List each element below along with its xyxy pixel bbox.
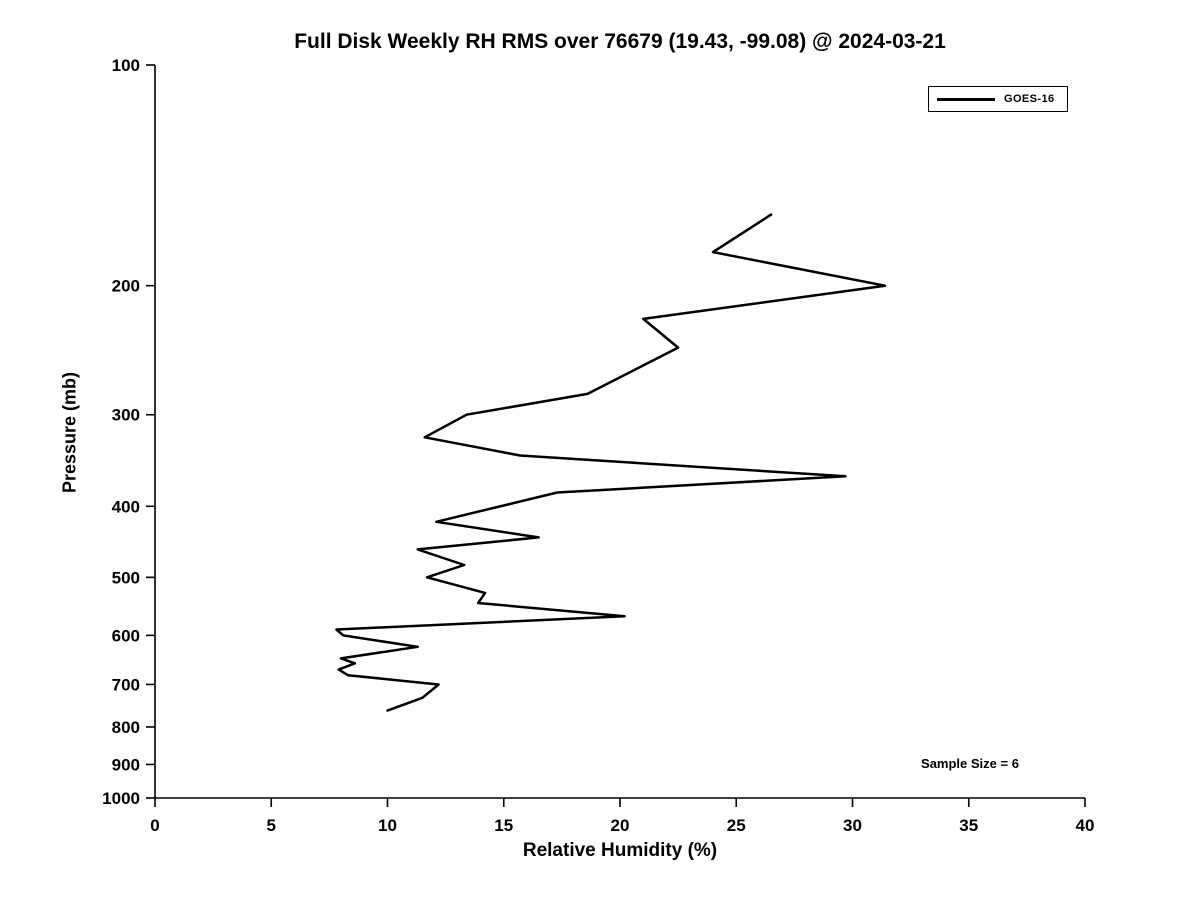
x-tick-label: 30 (843, 816, 862, 835)
y-tick-label: 400 (112, 497, 140, 516)
x-axis-label: Relative Humidity (%) (522, 840, 718, 861)
goes16-rh-line (335, 213, 887, 712)
y-tick-label: 500 (112, 568, 140, 587)
y-tick-label: 700 (112, 675, 140, 694)
y-tick-label: 300 (112, 406, 140, 425)
x-tick-label: 20 (611, 816, 630, 835)
legend: GOES-16 (928, 86, 1068, 112)
sample-size-annotation: Sample Size = 6 (921, 756, 1019, 771)
chart-title: Full Disk Weekly RH RMS over 76679 (19.4… (294, 30, 946, 53)
x-tick-label: 5 (267, 816, 276, 835)
y-tick-label: 800 (112, 718, 140, 737)
x-tick-label: 0 (150, 816, 159, 835)
legend-line-sample (937, 97, 995, 101)
y-tick-label: 600 (112, 626, 140, 645)
x-tick-label: 15 (494, 816, 513, 835)
y-tick-label: 1000 (102, 789, 140, 808)
x-tick-label: 40 (1076, 816, 1095, 835)
y-tick-label: 200 (112, 277, 140, 296)
x-tick-label: 10 (378, 816, 397, 835)
y-tick-label: 900 (112, 755, 140, 774)
x-tick-label: 25 (727, 816, 746, 835)
y-tick-label: 100 (112, 56, 140, 75)
x-tick-label: 35 (959, 816, 978, 835)
legend-label: GOES-16 (1004, 93, 1055, 105)
